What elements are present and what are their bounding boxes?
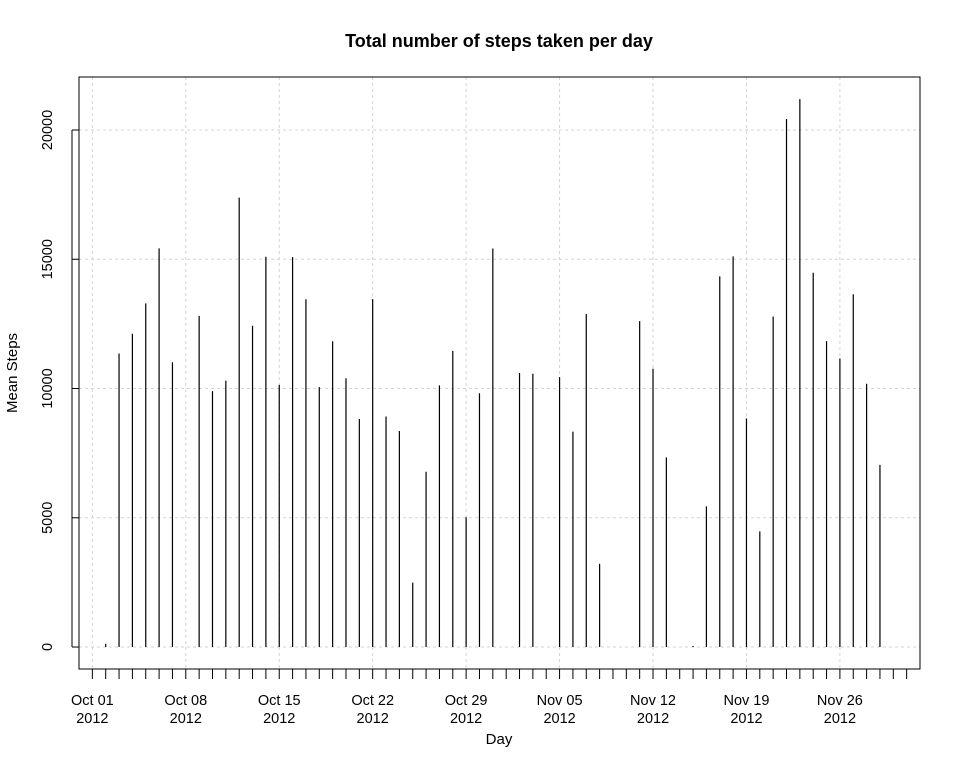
x-tick-year-label: 2012 [76, 711, 108, 727]
x-tick-year-label: 2012 [543, 711, 575, 727]
y-tick-label: 15000 [40, 239, 56, 279]
x-tick-year-label: 2012 [170, 711, 202, 727]
chart-title: Total number of steps taken per day [345, 31, 653, 51]
x-tick-label: Oct 08 [164, 693, 207, 709]
y-axis: 0 5000 10000 15000 20000 [40, 110, 79, 651]
x-tick-year-label: 2012 [263, 711, 295, 727]
x-tick-label: Nov 12 [630, 693, 676, 709]
x-axis-label: Day [486, 731, 513, 748]
y-tick-label: 20000 [40, 110, 56, 150]
x-tick-label: Oct 15 [258, 693, 301, 709]
x-tick-year-label: 2012 [357, 711, 389, 727]
x-tick-label: Nov 05 [537, 693, 583, 709]
x-tick-year-label: 2012 [450, 711, 482, 727]
x-tick-year-label: 2012 [637, 711, 669, 727]
y-tick-label: 10000 [40, 368, 56, 408]
x-tick-year-label: 2012 [824, 711, 856, 727]
x-axis: Oct 01 2012 Oct 08 2012 Oct 15 2012 Oct 22 2012… [71, 668, 908, 727]
x-tick-label: Oct 22 [351, 693, 394, 709]
y-tick-label: 0 [40, 643, 56, 651]
bars-layer [105, 99, 881, 648]
x-tick-label: Nov 19 [723, 693, 769, 709]
x-tick-label: Oct 29 [445, 693, 488, 709]
plot-frame [78, 76, 921, 670]
x-tick-label: Oct 01 [71, 693, 114, 709]
x-tick-year-label: 2012 [730, 711, 762, 727]
y-axis-label: Mean Steps [4, 333, 21, 413]
y-tick-label: 5000 [40, 502, 56, 534]
x-tick-label: Nov 26 [817, 693, 863, 709]
grid-lines [79, 77, 920, 669]
